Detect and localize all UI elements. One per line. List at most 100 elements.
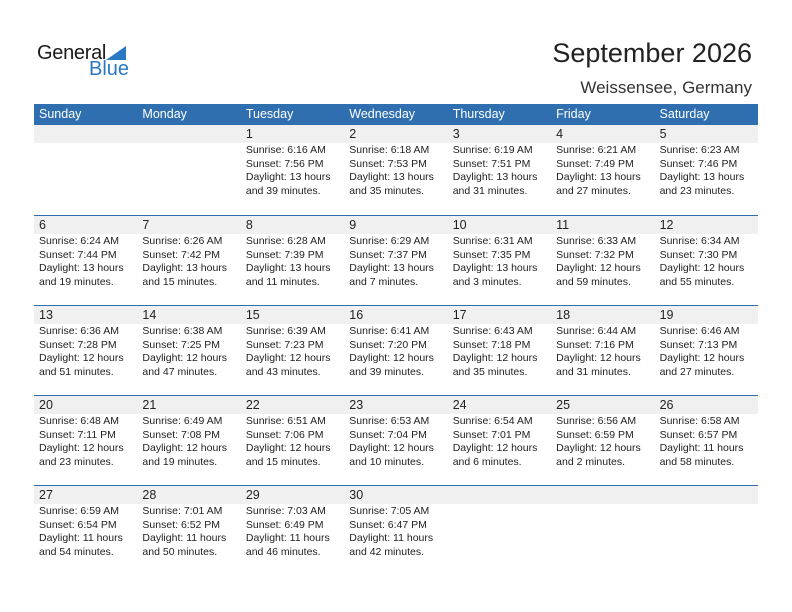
sunrise-text: Sunrise: 6:43 AM [452,325,533,337]
day-number: 19 [659,308,674,322]
day-number: 3 [452,127,460,141]
sunset-text: Sunset: 7:16 PM [556,338,634,351]
daylight-text: Daylight: 13 hours [349,262,434,274]
weekday-sunday: Sunday [39,107,82,121]
day-number: 5 [659,127,667,141]
sunrise-text: Sunrise: 6:34 AM [659,235,740,247]
daylight-minutes-text: and 54 minutes. [39,545,114,558]
sunset-text: Sunset: 7:20 PM [349,338,427,351]
daylight-minutes-text: and 23 minutes. [659,184,735,197]
weekday-friday: Friday [556,107,591,121]
sunset-text: Sunset: 7:06 PM [245,428,324,441]
day-number: 13 [39,308,53,322]
daylight-minutes-text: and 27 minutes. [659,365,735,378]
sunrise-text: Sunrise: 6:29 AM [349,235,430,247]
sunset-text: Sunset: 7:30 PM [659,248,738,261]
day-cell: 10 Sunrise: 6:31 AM Sunset: 7:35 PM Dayligh… [448,216,551,306]
daylight-minutes-text: and 42 minutes. [349,545,424,558]
sunrise-text: Sunrise: 6:38 AM [142,325,223,337]
weekday-monday: Monday [142,107,187,121]
logo-text-blue: Blue [89,58,130,80]
sunrise-text: Sunrise: 6:44 AM [556,325,637,337]
daylight-minutes-text: and 39 minutes. [245,184,321,197]
sunrise-text: Sunrise: 6:33 AM [556,235,637,247]
sunset-text: Sunset: 7:28 PM [39,338,117,351]
day-cell: 24 Sunrise: 6:54 AM Sunset: 7:01 PM Dayligh… [448,396,551,486]
weekday-saturday: Saturday [659,107,710,121]
day-number: 2 [349,127,357,141]
daylight-text: Daylight: 11 hours [39,532,123,544]
daylight-text: Daylight: 12 hours [556,352,641,364]
sunset-text: Sunset: 7:18 PM [452,338,531,351]
day-number: 21 [142,398,157,412]
day-cell: 14 Sunrise: 6:38 AM Sunset: 7:25 PM Dayligh… [137,306,240,396]
sunset-text: Sunset: 7:11 PM [39,428,116,441]
sunrise-text: Sunrise: 7:01 AM [142,505,223,517]
daylight-minutes-text: and 39 minutes. [349,365,424,378]
day-number: 14 [142,308,157,322]
sunrise-text: Sunrise: 6:16 AM [245,144,326,156]
sunrise-text: Sunrise: 6:39 AM [245,325,326,337]
sunset-text: Sunset: 7:32 PM [556,248,634,261]
day-cell: 26 Sunrise: 6:58 AM Sunset: 6:57 PM Dayligh… [655,396,758,486]
day-cell: 27 Sunrise: 6:59 AM Sunset: 6:54 PM Dayligh… [34,486,137,576]
daylight-text: Daylight: 12 hours [349,442,434,454]
day-number: 30 [349,488,364,502]
daylight-text: Daylight: 13 hours [659,171,745,183]
daylight-minutes-text: and 6 minutes. [452,455,522,468]
sunrise-text: Sunrise: 6:46 AM [659,325,740,337]
sunrise-text: Sunrise: 6:24 AM [39,235,119,247]
daylight-text: Daylight: 13 hours [245,171,331,183]
daylight-minutes-text: and 3 minutes. [452,275,522,288]
day-number: 28 [142,488,157,502]
sunrise-text: Sunrise: 6:18 AM [349,144,430,156]
daylight-text: Daylight: 13 hours [245,262,331,274]
day-cell: 16 Sunrise: 6:41 AM Sunset: 7:20 PM Dayligh… [344,306,447,396]
daylight-text: Daylight: 11 hours [349,532,434,544]
daylight-minutes-text: and 15 minutes. [245,455,321,468]
day-cell: 21 Sunrise: 6:49 AM Sunset: 7:08 PM Dayligh… [137,396,240,486]
sunset-text: Sunset: 7:37 PM [349,248,427,261]
daylight-minutes-text: and 35 minutes. [452,365,528,378]
sunrise-text: Sunrise: 6:21 AM [556,144,637,156]
daylight-text: Daylight: 12 hours [556,442,641,454]
daylight-minutes-text: and 7 minutes. [349,275,419,288]
sunrise-text: Sunrise: 6:54 AM [452,415,533,427]
sunrise-text: Sunrise: 7:05 AM [349,505,430,517]
sunrise-text: Sunrise: 6:28 AM [245,235,326,247]
daylight-text: Daylight: 12 hours [556,262,641,274]
day-number: 12 [659,218,674,232]
day-cell: 17 Sunrise: 6:43 AM Sunset: 7:18 PM Dayligh… [448,306,551,396]
daylight-minutes-text: and 31 minutes. [556,365,631,378]
daylight-minutes-text: and 58 minutes. [659,455,735,468]
day-cell: 3 Sunrise: 6:19 AM Sunset: 7:51 PM Daylight… [448,125,551,215]
date-band [34,306,758,324]
daylight-text: Daylight: 12 hours [452,352,538,364]
date-band [34,396,758,414]
sunset-text: Sunset: 7:35 PM [452,248,531,261]
sunrise-text: Sunrise: 6:51 AM [245,415,326,427]
week-row: 20 Sunrise: 6:48 AM Sunset: 7:11 PM Dayligh… [34,395,758,485]
daylight-minutes-text: and 15 minutes. [142,275,218,288]
daylight-minutes-text: and 55 minutes. [659,275,735,288]
day-number: 22 [245,398,260,412]
logo: General Blue [37,42,137,82]
sunset-text: Sunset: 7:04 PM [349,428,427,441]
sunrise-text: Sunrise: 6:58 AM [659,415,740,427]
daylight-text: Daylight: 13 hours [142,262,228,274]
daylight-minutes-text: and 46 minutes. [245,545,321,558]
daylight-text: Daylight: 12 hours [349,352,434,364]
sunrise-text: Sunrise: 7:03 AM [245,505,326,517]
day-number: 7 [142,218,150,232]
day-cell: 18 Sunrise: 6:44 AM Sunset: 7:16 PM Dayligh… [551,306,654,396]
logo-text-general: General [37,42,107,64]
daylight-minutes-text: and 51 minutes. [39,365,114,378]
day-number: 24 [452,398,467,412]
daylight-text: Daylight: 13 hours [556,171,641,183]
day-number: 20 [39,398,53,412]
week-row: 27 Sunrise: 6:59 AM Sunset: 6:54 PM Dayligh… [34,485,758,575]
day-cell: 29 Sunrise: 7:03 AM Sunset: 6:49 PM Dayligh… [241,486,344,576]
day-number: 1 [245,127,253,141]
daylight-minutes-text: and 11 minutes. [245,275,320,288]
sunset-text: Sunset: 7:23 PM [245,338,324,351]
